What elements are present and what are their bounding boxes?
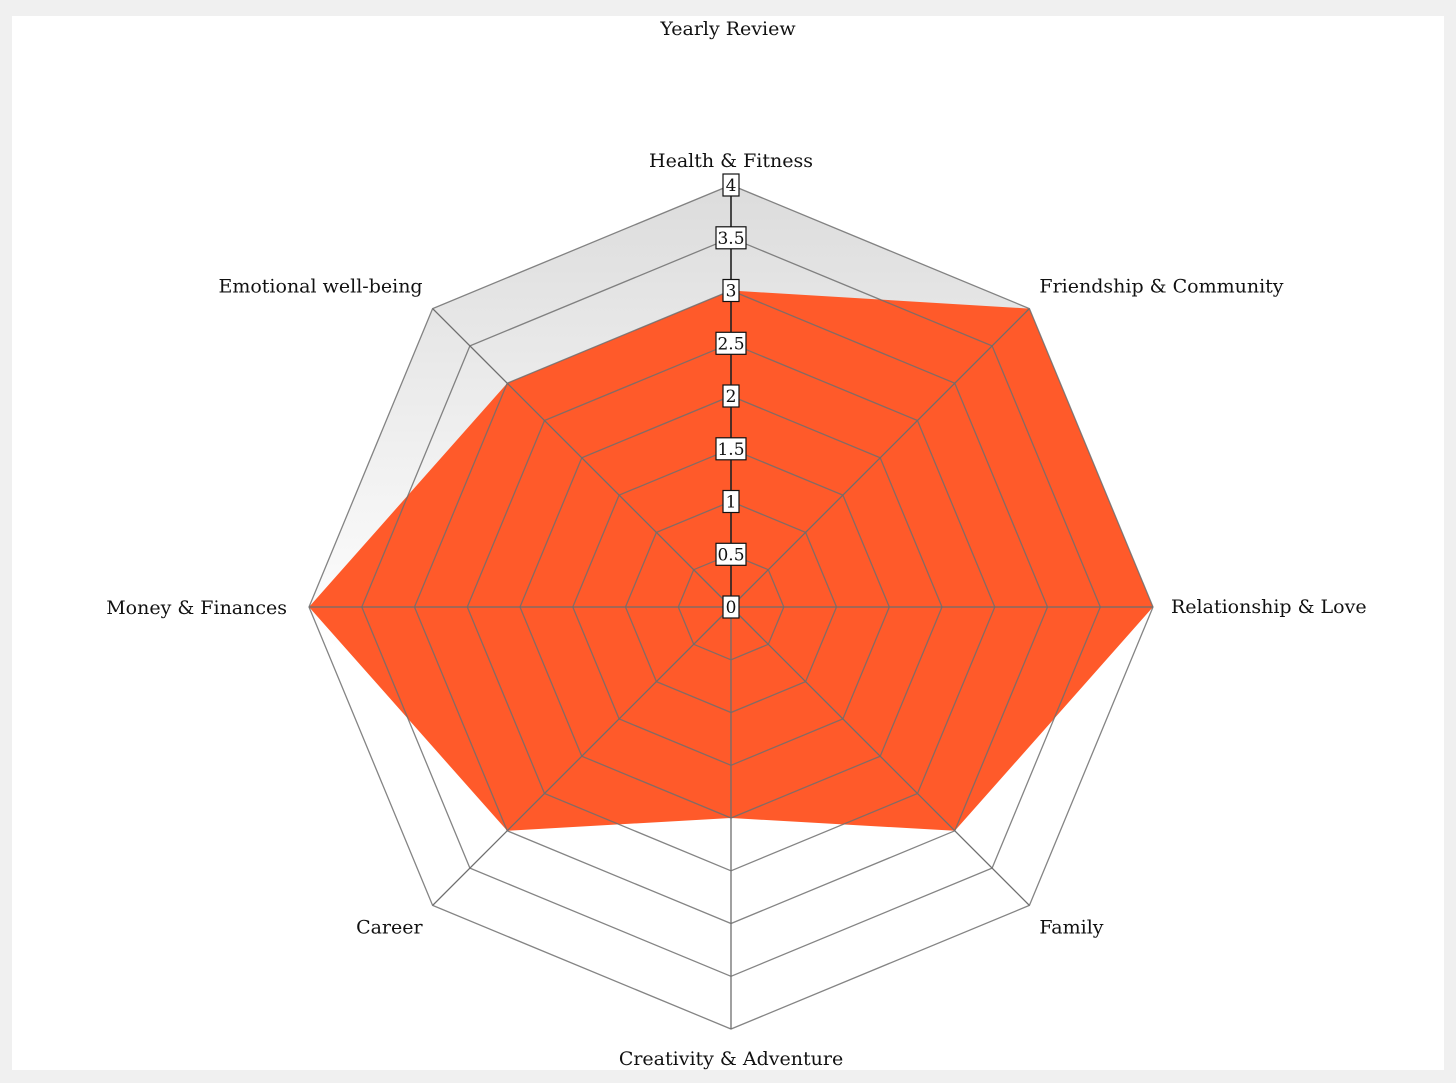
tick-box xyxy=(722,173,740,197)
category-label-7: Emotional well-being xyxy=(218,276,422,298)
tick-text: 1.5 xyxy=(717,440,744,460)
tick-label-0.5: 0.5 xyxy=(715,542,747,566)
chart-title: Yearly Review xyxy=(660,18,796,40)
category-label-3: Family xyxy=(1039,916,1103,938)
tick-box xyxy=(722,595,740,619)
tick-text: 3 xyxy=(726,282,737,302)
tick-label-1: 1 xyxy=(722,489,740,514)
tick-box xyxy=(722,489,740,514)
tick-label-1.5: 1.5 xyxy=(715,437,747,461)
axis-spoke-3 xyxy=(730,606,1030,906)
tick-label-2: 2 xyxy=(722,384,740,408)
tick-box xyxy=(715,437,747,461)
tick-label-3.5: 3.5 xyxy=(715,226,747,250)
axis-spoke-1 xyxy=(730,308,1030,608)
tick-text: 2.5 xyxy=(717,334,744,354)
tick-text: 2 xyxy=(726,387,737,407)
tick-box xyxy=(722,278,740,303)
tick-box xyxy=(715,226,747,250)
category-label-2: Relationship & Love xyxy=(1171,596,1367,618)
axis-spoke-7 xyxy=(432,308,732,608)
category-label-0: Health & Fitness xyxy=(649,150,813,172)
category-label-1: Friendship & Community xyxy=(1039,276,1283,298)
tick-text: 4 xyxy=(726,176,737,196)
tick-label-2.5: 2.5 xyxy=(715,331,747,355)
tick-box xyxy=(722,384,740,408)
category-label-4: Creativity & Adventure xyxy=(619,1048,843,1070)
tick-text: 1 xyxy=(726,493,737,513)
tick-label-3: 3 xyxy=(722,278,740,303)
category-label-6: Money & Finances xyxy=(106,597,287,619)
tick-box xyxy=(715,542,747,566)
tick-label-0: 0 xyxy=(722,595,740,619)
tick-text: 3.5 xyxy=(717,229,744,249)
tick-label-4: 4 xyxy=(722,173,740,197)
tick-text: 0 xyxy=(726,598,737,618)
tick-box xyxy=(715,331,747,355)
category-label-5: Career xyxy=(356,916,423,938)
tick-text: 0.5 xyxy=(717,545,744,565)
axis-spoke-5 xyxy=(432,606,732,906)
